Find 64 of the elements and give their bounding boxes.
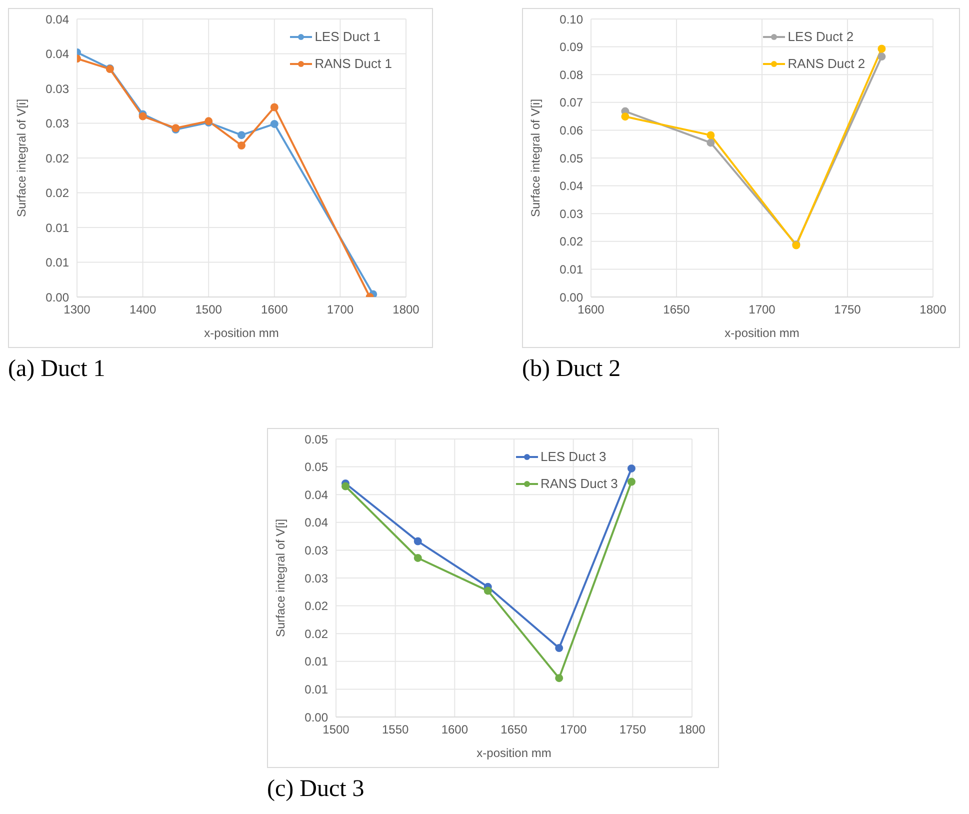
y-tick-label: 0.05 — [304, 460, 328, 474]
x-axis-title: x-position mm — [204, 326, 279, 340]
x-tick-label: 1650 — [500, 722, 528, 737]
y-tick-label: 0.05 — [560, 151, 584, 166]
x-tick-label: 1400 — [129, 302, 156, 317]
y-tick-label: 0.03 — [304, 543, 328, 558]
y-tick-label: 0.10 — [560, 12, 584, 26]
y-tick-label: 0.01 — [560, 262, 584, 276]
x-tick-label: 1700 — [326, 302, 354, 317]
y-tick-label: 0.02 — [46, 151, 70, 166]
legend-label: LES Duct 3 — [540, 449, 606, 464]
legend-label: RANS Duct 2 — [788, 56, 866, 71]
x-tick-label: 1550 — [382, 722, 410, 737]
text: (b) Duct 2 — [522, 356, 622, 383]
legend-label: LES Duct 1 — [314, 29, 380, 44]
y-tick-label: 0.01 — [304, 682, 328, 696]
y-tick-label: 0.03 — [46, 116, 70, 131]
text: (c) Duct 3 — [267, 776, 366, 803]
y-tick-label: 0.09 — [560, 40, 584, 54]
y-tick-label: 0.01 — [46, 220, 70, 235]
x-axis-title: x-position mm — [724, 326, 800, 340]
y-tick-label: 0.03 — [560, 206, 584, 221]
y-axis-title: Surface integral of V[i] — [528, 98, 542, 218]
legend-label: RANS Duct 3 — [540, 476, 618, 491]
y-tick-label: 0.02 — [304, 599, 328, 614]
y-tick-label: 0.03 — [46, 82, 70, 96]
y-tick-label: 0.00 — [560, 290, 584, 304]
y-tick-label: 0.05 — [304, 432, 328, 446]
y-axis-title: Surface integral of V[i] — [14, 98, 28, 218]
x-tick-label: 1600 — [441, 722, 468, 737]
y-tick-label: 0.02 — [304, 626, 328, 641]
x-tick-label: 1500 — [195, 302, 222, 317]
x-tick-label: 1700 — [560, 722, 588, 737]
y-tick-label: 0.01 — [304, 654, 328, 669]
y-tick-label: 0.02 — [46, 186, 70, 200]
x-tick-label: 1750 — [834, 302, 862, 317]
y-tick-label: 0.04 — [46, 47, 70, 62]
y-tick-label: 0.04 — [560, 179, 584, 194]
legend-label: LES Duct 2 — [788, 29, 854, 44]
y-tick-label: 0.04 — [46, 12, 70, 26]
x-tick-label: 1650 — [663, 302, 690, 317]
y-tick-label: 0.03 — [304, 571, 328, 586]
x-tick-label: 1700 — [748, 302, 776, 317]
x-tick-label: 1500 — [322, 722, 350, 737]
y-axis-title: Surface integral of V[i] — [273, 518, 288, 638]
x-tick-label: 1750 — [619, 722, 646, 737]
y-tick-label: 0.04 — [304, 488, 328, 502]
y-tick-label: 0.00 — [304, 710, 328, 724]
x-tick-label: 1800 — [678, 722, 706, 737]
y-tick-label: 0.00 — [46, 290, 70, 304]
y-tick-label: 0.08 — [560, 68, 584, 82]
y-tick-label: 0.07 — [560, 96, 584, 110]
y-tick-label: 0.01 — [46, 256, 70, 270]
x-tick-label: 1600 — [261, 302, 288, 317]
y-tick-label: 0.02 — [560, 234, 584, 249]
legend-label: RANS Duct 1 — [314, 56, 392, 71]
x-tick-label: 1600 — [578, 302, 605, 317]
x-axis-title: x-position mm — [476, 746, 552, 760]
x-tick-label: 1800 — [392, 302, 420, 317]
x-tick-label: 1300 — [64, 302, 91, 317]
text: (a) Duct 1 — [8, 356, 106, 383]
x-tick-label: 1800 — [920, 302, 947, 317]
y-tick-label: 0.04 — [304, 516, 328, 530]
y-tick-label: 0.06 — [560, 123, 584, 138]
